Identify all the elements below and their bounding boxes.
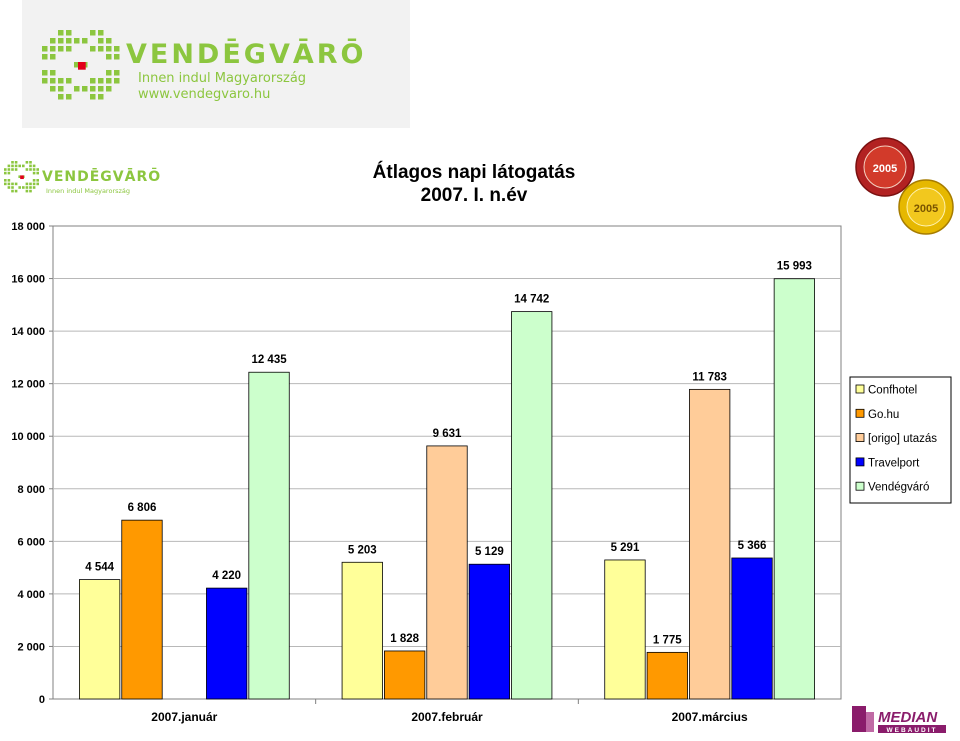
legend-items: Confhotel Go.hu [origo] utazás Travelport Ve… [855,384,937,494]
bar [121,519,163,700]
bar [689,388,731,700]
logo-mark-small-icon [4,161,39,193]
bar-value-label: 1 828 [390,633,419,645]
legend: Confhotel Go.hu [origo] utazás Travelport Ve… [849,376,952,504]
legend-swatch [855,384,865,394]
y-tick-label: 8 000 [17,484,45,496]
bar [731,557,773,700]
bar-value-label: 11 783 [692,371,727,383]
legend-label: [origo] utazás [868,433,937,445]
brand-url: www.vendegvaro.hu [138,87,270,102]
y-tick-label: 6 000 [17,536,45,548]
bar [511,311,553,700]
y-tick-label: 18 000 [11,221,45,233]
median-mark-accent-icon [866,712,874,732]
y-tick-label: 0 [39,694,45,706]
y-tick-label: 12 000 [11,379,45,391]
y-tick-label: 4 000 [17,589,45,601]
chart-subtitle: 2007. I. n.év [421,185,528,206]
award-badge-bottom: 2005 [898,179,954,235]
bar [206,587,248,700]
bar-value-label: 14 742 [514,294,549,306]
bar [79,579,121,700]
bar [384,650,426,700]
y-tick-label: 10 000 [11,431,45,443]
median-logo-sub: WEBAUDIT [886,727,937,734]
chart-logo-name: VENDĒGVĀRŌ [42,167,161,185]
bar [426,445,468,700]
award-badge-top-label: 2005 [873,163,897,175]
legend-swatch [855,408,865,418]
bar-value-label: 5 129 [475,546,504,558]
header-logo: VENDĒGVĀRŌ Innen indul Magyarország www.… [42,30,367,102]
bar [773,278,815,700]
legend-label: Travelport [868,457,920,469]
y-axis: 0 2 000 4 000 6 000 8 000 10 000 12 000 14 000 1… [11,221,53,706]
logo-mark-icon [42,30,120,100]
bar-value-label: 5 291 [611,542,640,554]
y-tick-label: 16 000 [11,274,45,286]
brand-tagline: Innen indul Magyarország [138,71,306,86]
award-badge-bottom-label: 2005 [914,203,938,215]
bars [79,278,815,700]
y-tick-label: 14 000 [11,326,45,338]
chart-logo: VENDĒGVĀRŌ Innen indul Magyarország [4,161,161,195]
award-badge-top: 2005 [855,137,915,197]
bar [604,559,646,700]
median-logo-name: MEDIAN [878,709,938,726]
bar [248,371,290,700]
median-logo: MEDIAN WEBAUDIT [852,706,946,734]
legend-label: Vendégváró [868,482,929,494]
legend-label: Go.hu [868,409,899,421]
legend-box [849,376,952,504]
bar-value-label: 5 366 [738,540,767,552]
bar-value-label: 5 203 [348,544,377,556]
bar [646,651,688,700]
bar-value-label: 12 435 [251,354,287,366]
bar [468,563,510,700]
bar-value-label: 6 806 [128,502,157,514]
x-tick-label: 2007.január [151,710,217,724]
x-tick-label: 2007.március [672,710,748,724]
bar-value-label: 9 631 [433,428,462,440]
plot-area: 0 2 000 4 000 6 000 8 000 10 000 12 000 14 000 1… [11,221,842,724]
chart-title: Átlagos napi látogatás [373,161,576,183]
legend-swatch [855,481,865,491]
bar-value-label: 15 993 [777,261,812,273]
y-tick-label: 2 000 [17,641,45,653]
x-axis: 2007.január 2007.február 2007.március [151,699,748,724]
median-logo-bar [878,725,946,733]
legend-swatch [855,457,865,467]
bar-value-label: 4 544 [85,562,114,574]
x-tick-label: 2007.február [411,710,483,724]
legend-label: Confhotel [868,385,917,397]
bar [341,561,383,700]
bar-value-label: 4 220 [212,570,241,582]
legend-swatch [855,433,865,443]
bar-value-label: 1 775 [653,634,682,646]
bar-labels: 4 544 6 806 4 220 12 435 5 203 1 828 9 631 5 12… [85,261,812,647]
brand-name: VENDĒGVĀRŌ [126,38,367,70]
chart-logo-tagline: Innen indul Magyarország [46,187,130,195]
median-mark-icon [852,706,866,732]
